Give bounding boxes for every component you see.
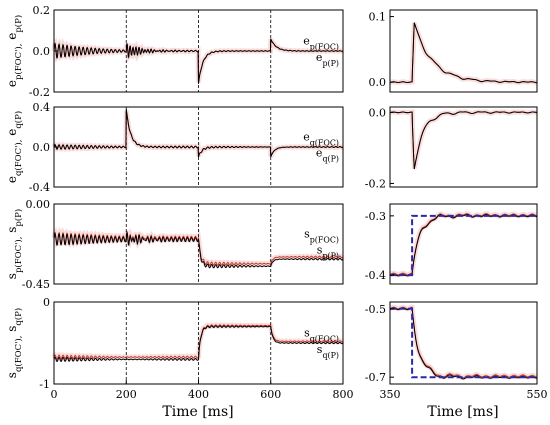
panel-ep: 0.2 0.0 -0.2 ep(FOC'), ep(P) ep(FOC)ep(P) 0.1… xyxy=(5,4,538,99)
sp-ylabel: sp(FOC'), sp(P) xyxy=(5,209,24,279)
ep-legend-foc: ep(FOC) xyxy=(303,34,339,51)
eq-right-ytick-label-0: 0.0 xyxy=(369,106,387,119)
ep-right-ytick-label-0: 0.1 xyxy=(369,11,387,24)
ep-right-axes xyxy=(389,9,538,93)
ep-left-series-foc xyxy=(53,38,344,84)
sq-legend-foc: sq(FOC) xyxy=(304,326,339,343)
sp-legend-p: sp(P) xyxy=(317,244,339,261)
sp-right-axes xyxy=(389,203,538,285)
sq-legend-p: sq(P) xyxy=(317,343,339,360)
left-xtick-label-1: 200 xyxy=(116,388,137,401)
eq-ylabel: eq(FOC'), eq(P) xyxy=(5,111,24,183)
panel-sq: 0 -1 sq(FOC'), sq(P) sq(FOC)sq(P) -0.5 -0.7 xyxy=(5,296,538,391)
eq-right-ytick-label-1: -0.2 xyxy=(365,177,386,190)
sq-right-ytick-label-0: -0.5 xyxy=(365,303,386,316)
sq-ylabel: sq(FOC'), sq(P) xyxy=(5,308,24,378)
left-xtick-label-2: 400 xyxy=(188,388,209,401)
eq-legend-p: eq(P) xyxy=(316,147,339,164)
sp-right-reference xyxy=(390,214,537,277)
eq-ytick-label-2: -0.4 xyxy=(29,181,50,194)
sp-legend-foc: sp(FOC) xyxy=(304,228,339,245)
sq-right-reference xyxy=(390,307,537,379)
right-xtick-label-0: 350 xyxy=(380,388,401,401)
sq-ytick-label-0: 0 xyxy=(43,296,50,309)
sp-right-ytick-label-0: -0.3 xyxy=(365,210,386,223)
sp-ytick-label-1: -0.45 xyxy=(22,278,50,291)
panel-eq: 0.4 0.0 -0.4 eq(FOC'), eq(P) eq(FOC)eq(P) 0.0… xyxy=(5,101,538,194)
eq-right-axes xyxy=(389,106,538,188)
ep-ytick-label-1: 0.0 xyxy=(33,45,51,58)
ep-ylabel: ep(FOC'), ep(P) xyxy=(5,15,24,87)
eq-right-series-foc xyxy=(389,111,537,170)
ep-right-ytick-label-1: 0.0 xyxy=(369,76,387,89)
ep-ytick-label-0: 0.2 xyxy=(33,4,51,17)
sq-right-axes xyxy=(389,301,538,385)
sp-ytick-label-0: 0.00 xyxy=(26,198,51,211)
left-xtick-label-3: 600 xyxy=(260,388,281,401)
panels-group: 0.2 0.0 -0.2 ep(FOC'), ep(P) ep(FOC)ep(P) 0.1… xyxy=(5,4,548,401)
right-xtick-label-1: 550 xyxy=(527,388,548,401)
sq-right-ytick-label-1: -0.7 xyxy=(365,371,386,384)
ep-right-series-foc xyxy=(390,22,537,84)
eq-ytick-label-1: 0.0 xyxy=(33,141,51,154)
eq-legend-foc: eq(FOC) xyxy=(303,131,339,148)
sp-right-ytick-label-1: -0.4 xyxy=(365,269,386,282)
ep-ytick-label-2: -0.2 xyxy=(29,86,50,99)
ep-legend-p: ep(P) xyxy=(316,51,339,67)
sp-left-axes xyxy=(53,203,344,285)
x-axis-label-left: Time [ms] xyxy=(162,404,233,420)
eq-ytick-label-0: 0.4 xyxy=(33,101,51,114)
left-xtick-label-0: 0 xyxy=(51,388,58,401)
left-xtick-label-4: 800 xyxy=(333,388,354,401)
x-axis-label-right: Time [ms] xyxy=(427,404,498,420)
sq-ytick-label-1: -1 xyxy=(39,378,50,391)
